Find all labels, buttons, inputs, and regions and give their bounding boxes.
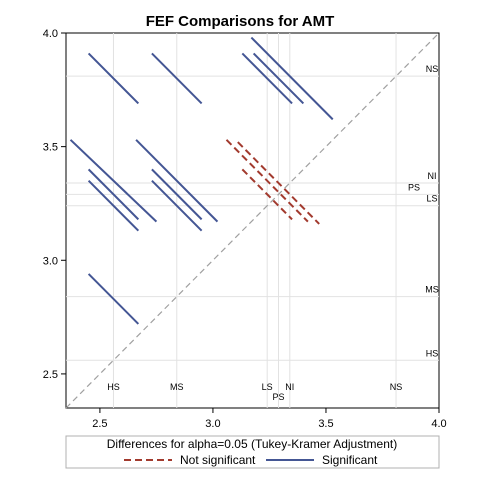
diagonal-line-group: [65, 32, 440, 409]
comparison-segment-ps-ns: [252, 52, 305, 105]
chart-title: FEF Comparisons for AMT: [146, 13, 335, 30]
y-tick-label-4.0: 4.0: [43, 28, 58, 40]
comparison-segment-ni-ns: [250, 36, 334, 121]
group-reference-lines: [66, 33, 439, 408]
comparison-segment-ps-ni: [237, 141, 320, 225]
comparison-segment-ls-ni: [225, 139, 309, 223]
legend-label-not-significant: Not significant: [180, 453, 256, 467]
x-tick-label-3.5: 3.5: [318, 418, 333, 430]
y-group-label-ms: MS: [425, 285, 439, 295]
y-group-label-ps: PS: [408, 182, 420, 192]
x-tick-label-2.5: 2.5: [92, 418, 107, 430]
x-group-label-ns: NS: [390, 382, 403, 392]
x-group-label-ps: PS: [272, 392, 284, 402]
y-group-label-ls: LS: [426, 194, 437, 204]
y-tick-label-3.0: 3.0: [43, 255, 58, 267]
legend-label-significant: Significant: [322, 453, 378, 467]
x-tick-label-3.0: 3.0: [205, 418, 220, 430]
comparison-segment-hs-ni: [69, 139, 158, 223]
y-tick-label-2.5: 2.5: [43, 369, 58, 381]
diagonal-reference-line: [65, 32, 440, 409]
x-tick-label-4.0: 4.0: [431, 418, 446, 430]
y-group-label-ns: NS: [426, 64, 439, 74]
legend-box: [65, 435, 440, 469]
y-tick-label-3.5: 3.5: [43, 142, 58, 154]
x-group-label-hs: HS: [107, 382, 120, 392]
y-group-label-hs: HS: [426, 348, 439, 358]
comparison-segment-ms-ls: [151, 180, 203, 232]
legend-title: Differences for alpha=0.05 (Tukey-Kramer…: [107, 437, 397, 451]
comparison-segment-ms-ns: [151, 52, 203, 105]
comparison-segment-hs-ls: [87, 180, 140, 232]
comparison-segment-ls-ns: [241, 52, 293, 105]
legend-items: Not significant Significant: [124, 453, 378, 467]
comparison-segment-hs-ms: [87, 273, 140, 325]
y-group-label-ni: NI: [428, 171, 437, 181]
x-group-label-ms: MS: [170, 382, 184, 392]
x-group-label-ls: LS: [262, 382, 273, 392]
comparison-segment-ls-ps: [241, 168, 293, 221]
comparison-segment-ms-ps: [151, 168, 203, 221]
axes: 2.5 3.0 3.5 4.0 2.5 3.0 3.5 4.0: [43, 28, 447, 430]
comparison-segments: [69, 36, 334, 325]
comparison-segment-hs-ps: [87, 168, 140, 221]
x-group-label-ni: NI: [285, 382, 294, 392]
comparison-segment-hs-ns: [87, 52, 140, 105]
comparison-segment-ms-ni: [135, 139, 219, 223]
